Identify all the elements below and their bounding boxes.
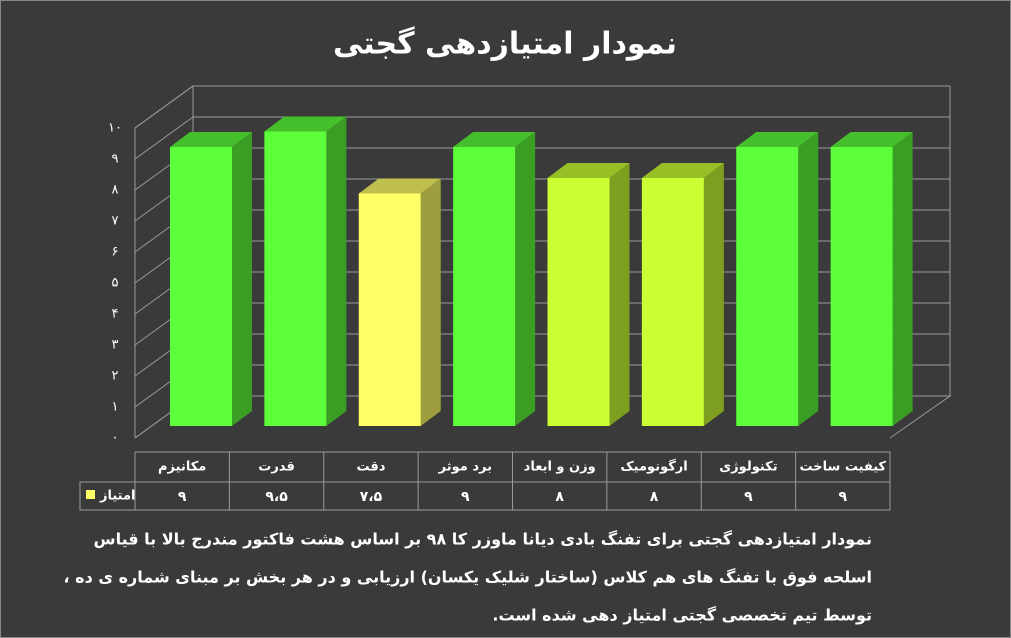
x-tick-label: کیفیت ساخت bbox=[800, 460, 887, 475]
y-tick-label: ۲ bbox=[112, 369, 119, 384]
bar-top bbox=[830, 132, 913, 147]
bar-top bbox=[641, 163, 724, 178]
data-label: ۹،۵ bbox=[265, 489, 288, 505]
y-tick-label: ۸ bbox=[112, 183, 119, 198]
bar bbox=[453, 147, 516, 426]
note-line: نمودار امتیازدهی گجتی برای تفنگ بادی دیا… bbox=[94, 530, 873, 549]
chart-title: نمودار امتیازدهی گجتی bbox=[333, 26, 677, 62]
data-label: ۹ bbox=[839, 489, 848, 505]
bar bbox=[736, 147, 799, 426]
y-tick-label: ۱۰ bbox=[108, 121, 122, 136]
bar-top bbox=[264, 116, 347, 132]
data-label: ۸ bbox=[650, 489, 659, 505]
bar-side bbox=[892, 132, 913, 426]
y-tick-label: ۱ bbox=[112, 400, 119, 415]
bar-top bbox=[453, 132, 536, 147]
bar-side bbox=[609, 163, 630, 426]
bar-side bbox=[232, 132, 252, 426]
bar bbox=[358, 193, 421, 426]
bar-side bbox=[515, 132, 536, 426]
bar bbox=[830, 147, 893, 426]
legend-key bbox=[86, 490, 95, 499]
bar-top bbox=[358, 178, 441, 194]
y-tick-label: ۵ bbox=[112, 276, 119, 291]
bar-side bbox=[420, 178, 441, 426]
y-tick-label: ۹ bbox=[112, 152, 119, 167]
bar-side bbox=[326, 116, 347, 426]
bar-side bbox=[703, 163, 724, 426]
bar-top bbox=[736, 132, 819, 147]
x-tick-label: تکنولوژی bbox=[719, 460, 777, 475]
grid-line bbox=[134, 85, 950, 129]
y-tick-label: ۷ bbox=[112, 214, 119, 229]
x-tick-label: ارگونومیک bbox=[620, 459, 687, 475]
data-label: ۹ bbox=[178, 489, 187, 505]
bar bbox=[547, 178, 610, 426]
grid-line bbox=[134, 116, 950, 160]
bar-top bbox=[170, 132, 252, 147]
x-tick-label: قدرت bbox=[258, 460, 295, 475]
bar bbox=[170, 147, 232, 426]
x-tick-label: مکانیزم bbox=[158, 460, 206, 475]
note-line: اسلحه فوق با تفنگ های هم کلاس (ساختار شل… bbox=[64, 568, 873, 587]
y-tick-label: ۴ bbox=[112, 307, 119, 322]
data-label: ۹ bbox=[461, 489, 470, 505]
bar-side bbox=[798, 132, 819, 426]
note-line: توسط تیم تخصصی گجتی امتیاز دهی شده است. bbox=[492, 606, 872, 625]
x-tick-label: برد موثر bbox=[438, 460, 492, 475]
bar bbox=[641, 178, 704, 426]
y-tick-label: ۳ bbox=[112, 338, 119, 353]
table-grid bbox=[79, 451, 891, 511]
y-tick-label: ۶ bbox=[112, 245, 119, 260]
x-tick-label: وزن و ابعاد bbox=[524, 460, 596, 475]
legend-label: امتیاز bbox=[99, 489, 135, 504]
x-tick-label: دقت bbox=[356, 460, 385, 475]
data-label: ۷،۵ bbox=[360, 489, 383, 505]
y-tick-label: ۰ bbox=[112, 431, 119, 446]
bar bbox=[264, 131, 327, 426]
data-label: ۸ bbox=[555, 489, 564, 505]
bar-top bbox=[547, 163, 630, 178]
data-label: ۹ bbox=[744, 489, 753, 505]
